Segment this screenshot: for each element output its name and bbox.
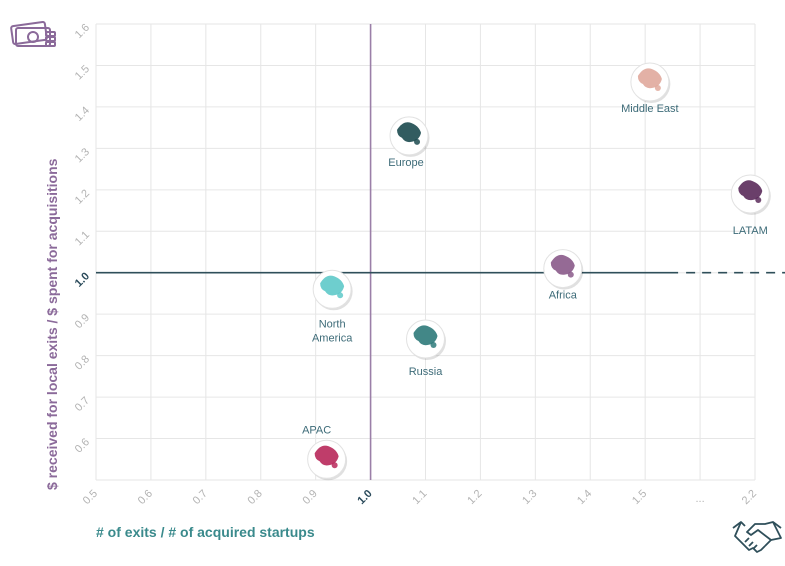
- point-label: Middle East: [621, 103, 678, 115]
- x-tick-label: 0.7: [191, 488, 210, 507]
- x-tick-label: 0.6: [136, 488, 155, 507]
- y-tick-label: 1.6: [73, 22, 92, 41]
- x-tick-label: ...: [695, 493, 704, 505]
- x-tick-label: 2.2: [740, 488, 759, 507]
- y-tick-label: 1.0: [73, 270, 92, 289]
- x-tick-label: 1.1: [410, 488, 429, 507]
- y-tick-label: 1.5: [73, 63, 92, 82]
- x-tick-label: 1.3: [520, 488, 539, 507]
- continent-shape: [567, 271, 574, 278]
- continent-shape: [314, 445, 339, 466]
- y-tick-label: 1.4: [73, 105, 92, 124]
- reference-lines: [96, 24, 785, 480]
- continent-shape: [320, 275, 345, 296]
- continent-shape: [337, 292, 344, 299]
- point-label: LATAM: [733, 225, 768, 237]
- y-tick-label: 1.3: [73, 146, 92, 165]
- continent-shape: [637, 68, 662, 89]
- point-label: North America: [312, 318, 353, 344]
- x-tick-label: 0.8: [246, 488, 265, 507]
- continent-shape: [413, 325, 438, 346]
- point-label-line: America: [312, 332, 353, 344]
- x-tick-label: 1.5: [630, 488, 649, 507]
- data-points: Middle East Europe LATAM Africa North America…: [302, 62, 771, 481]
- y-tick-label: 1.2: [73, 187, 92, 206]
- x-tick-label: 1.4: [575, 488, 594, 507]
- x-tick-label: 0.9: [300, 488, 319, 507]
- data-point: Africa: [543, 249, 584, 302]
- data-point: APAC: [302, 424, 348, 481]
- continent-shape: [755, 196, 762, 203]
- point-label-line: North: [319, 318, 346, 330]
- data-point: Russia: [406, 319, 446, 378]
- point-label: APAC: [302, 424, 331, 436]
- handshake-icon: [732, 521, 782, 553]
- continent-shape: [414, 138, 421, 145]
- y-axis-title: $ received for local exits / $ spent for…: [44, 158, 60, 490]
- y-tick-label: 0.7: [73, 395, 92, 414]
- point-label: Africa: [549, 290, 578, 302]
- x-tick-label: 1.0: [355, 488, 374, 507]
- y-tick-label: 0.8: [73, 353, 92, 372]
- point-label: Russia: [409, 366, 444, 378]
- data-point: LATAM: [730, 174, 771, 237]
- data-point: Middle East: [621, 62, 679, 115]
- continent-shape: [738, 180, 763, 201]
- x-axis-title: # of exits / # of acquired startups: [96, 524, 315, 540]
- y-tick-label: 0.9: [73, 312, 92, 331]
- money-icon: [10, 20, 56, 47]
- continent-shape: [654, 85, 661, 92]
- continent-shape: [550, 254, 575, 275]
- data-point: Europe: [388, 116, 430, 169]
- y-tick-label: 1.1: [73, 229, 92, 248]
- continent-shape: [331, 462, 338, 469]
- data-point: North America: [312, 269, 353, 344]
- continent-shape: [397, 122, 422, 143]
- y-tick-label: 0.6: [73, 436, 92, 455]
- continent-shape: [430, 342, 437, 349]
- point-label: Europe: [388, 157, 423, 169]
- x-tick-label: 0.5: [81, 488, 100, 507]
- x-tick-label: 1.2: [465, 488, 484, 507]
